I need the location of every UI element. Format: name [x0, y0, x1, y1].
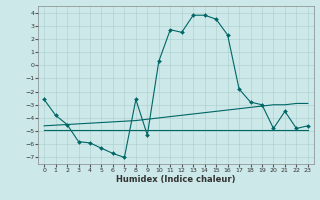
X-axis label: Humidex (Indice chaleur): Humidex (Indice chaleur) [116, 175, 236, 184]
